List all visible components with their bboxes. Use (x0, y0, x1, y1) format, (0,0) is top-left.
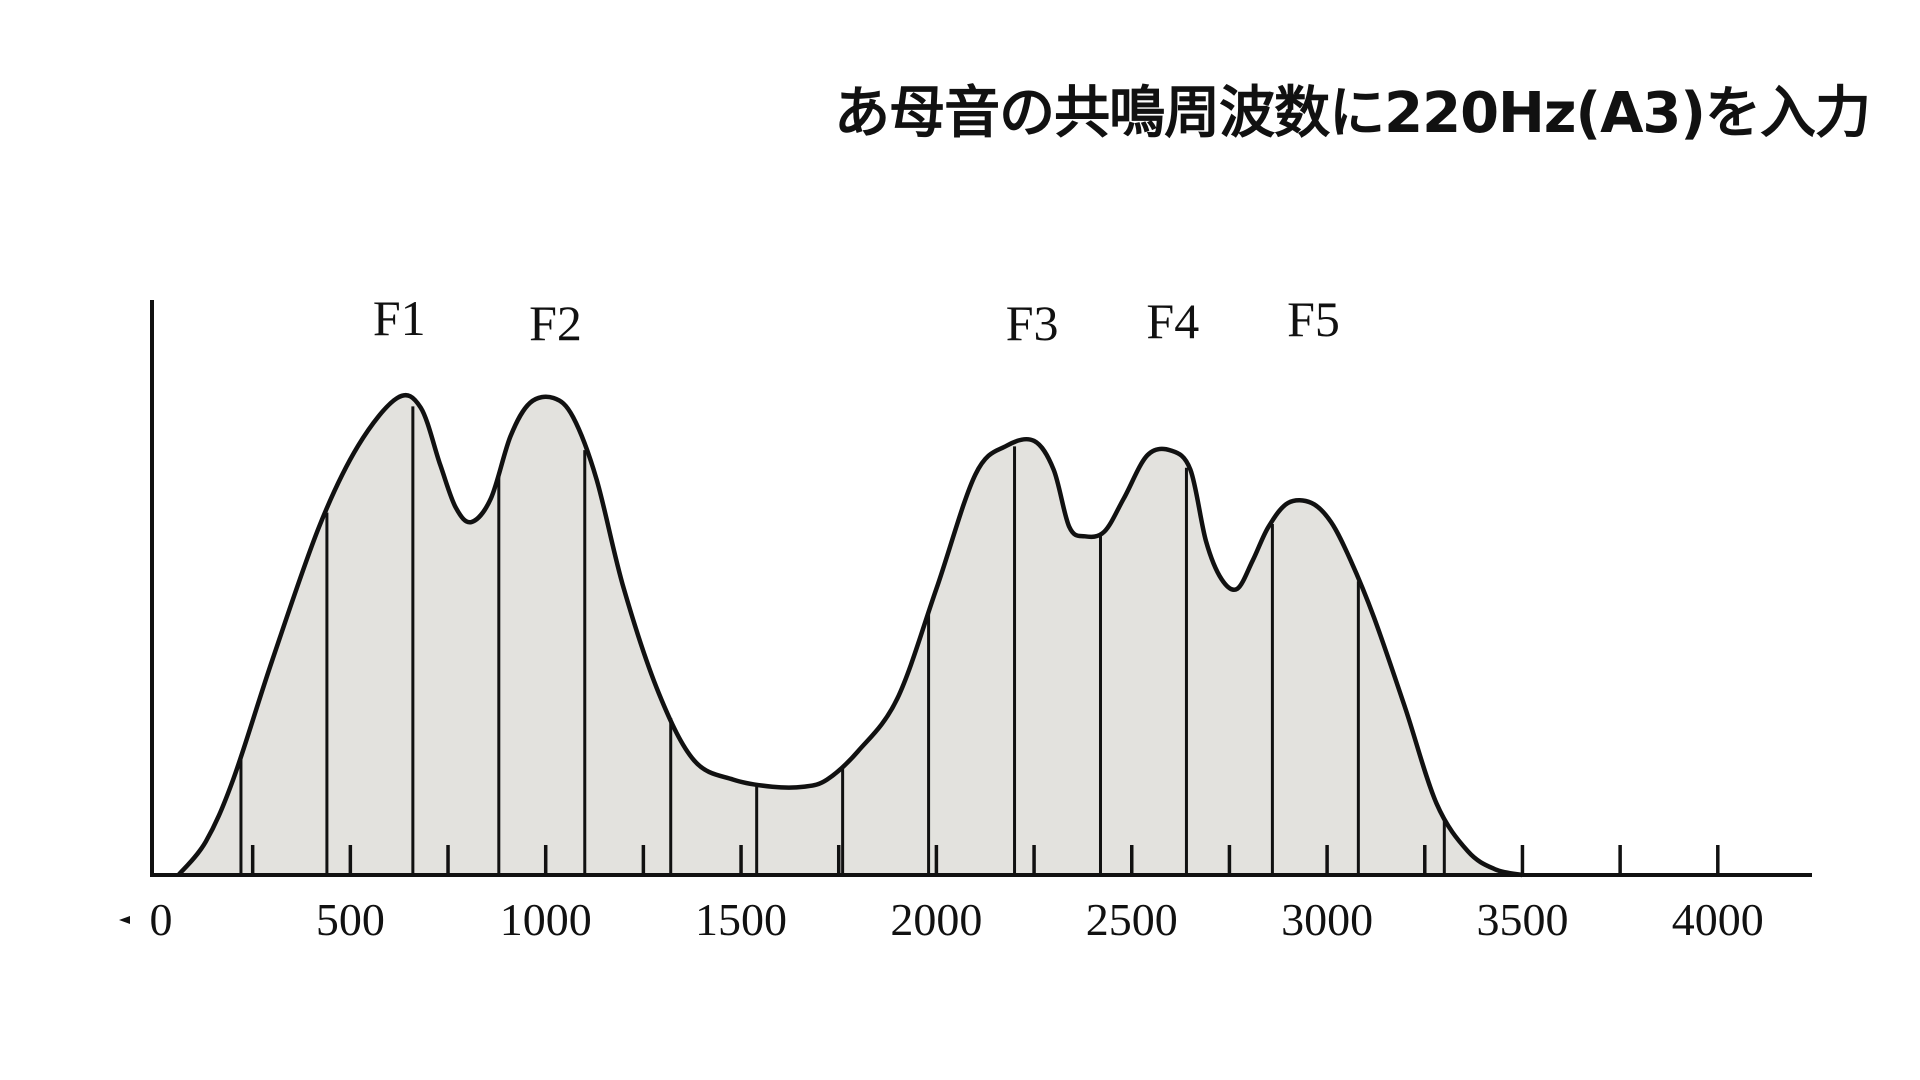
formant-label: F3 (1006, 295, 1059, 351)
x-tick-label: 2500 (1086, 894, 1178, 945)
axis-origin-marker (119, 916, 130, 924)
x-tick-label: 3500 (1476, 894, 1568, 945)
envelope-fill (178, 395, 1523, 875)
x-tick-label: 2000 (890, 894, 982, 945)
x-tick-label: 1000 (500, 894, 592, 945)
formant-label: F4 (1146, 293, 1199, 349)
formant-label: F5 (1287, 291, 1340, 347)
x-tick-label: 0 (150, 894, 173, 945)
x-tick-label: 1500 (695, 894, 787, 945)
envelope-curve (176, 392, 1523, 878)
formant-label: F2 (529, 295, 582, 351)
formant-label: F1 (373, 290, 426, 346)
x-tick-label: 4000 (1672, 894, 1764, 945)
slide-title: あ母音の共鳴周波数に220Hz(A3)を入力 (834, 81, 1871, 146)
x-tick-label: 3000 (1281, 894, 1373, 945)
x-tick-label: 500 (316, 894, 385, 945)
